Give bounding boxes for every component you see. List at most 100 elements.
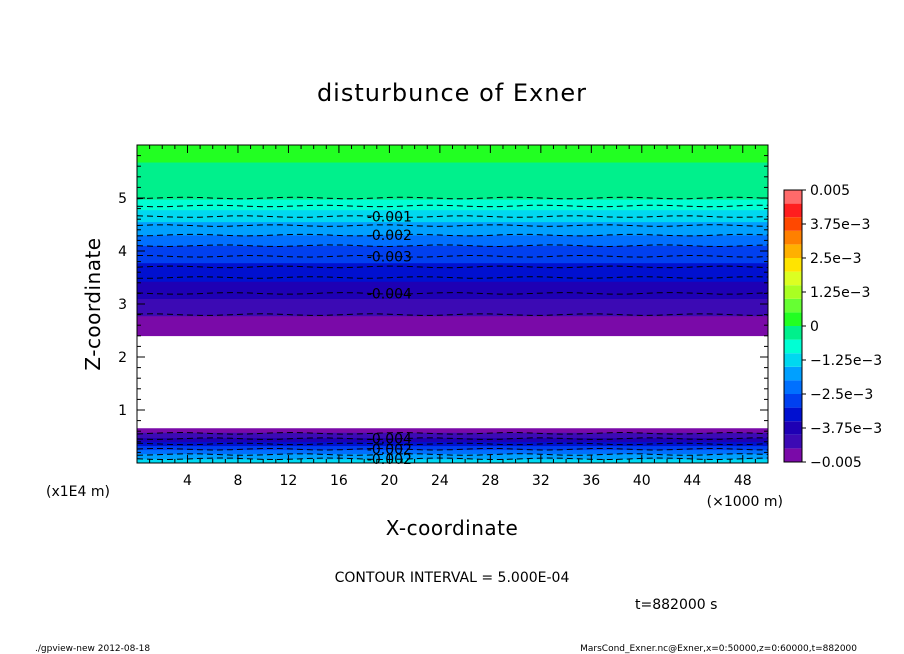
colorbar-swatch — [784, 339, 802, 354]
contour-label: -0.001 — [367, 210, 412, 226]
contour-line — [137, 276, 768, 279]
field-band — [137, 328, 768, 331]
field-band — [137, 205, 768, 208]
field-band — [137, 217, 768, 220]
colorbar-tick-label: −2.5e−3 — [810, 387, 873, 403]
field-band — [137, 196, 768, 199]
colorbar-swatch — [784, 190, 802, 204]
field-band — [137, 185, 768, 188]
field-band — [137, 330, 768, 333]
field-band — [137, 430, 768, 433]
field-band — [137, 153, 768, 156]
contour-label: -0.002 — [367, 228, 412, 244]
field-band — [137, 152, 768, 155]
x-tick-label: 40 — [633, 473, 651, 489]
field-band — [137, 173, 768, 176]
field-band — [137, 450, 768, 453]
y-tick-label: 4 — [118, 244, 127, 260]
field-band — [137, 445, 768, 448]
colorbar-swatch — [784, 394, 802, 408]
field-band — [137, 448, 768, 451]
field-band — [137, 298, 768, 301]
field-band — [137, 222, 768, 225]
field-band — [137, 277, 768, 280]
contour-label: -0.003 — [367, 249, 412, 265]
field-band — [137, 446, 768, 449]
contour-line — [137, 431, 768, 435]
contour-line — [137, 196, 768, 200]
field-band — [137, 161, 768, 164]
colorbar-tick-label: −1.25e−3 — [810, 353, 882, 369]
contour-line — [137, 442, 768, 446]
field-band — [137, 259, 768, 262]
field-band — [137, 218, 768, 221]
field-band — [137, 269, 768, 272]
field-band — [137, 287, 768, 290]
x-tick-label: 44 — [683, 473, 701, 489]
field-band — [137, 171, 768, 174]
field-band — [137, 270, 768, 273]
field-band — [137, 334, 768, 337]
field-band — [137, 310, 768, 313]
field-band — [137, 164, 768, 167]
field-band — [137, 314, 768, 317]
field-band — [137, 157, 768, 160]
y-tick-label: 2 — [118, 350, 127, 366]
colorbar: −0.005 −3.75e−3 −2.5e−3 −1.25e−3 0 1.25e−3 2.5… — [784, 183, 882, 471]
field-band — [137, 200, 768, 203]
field-band — [137, 428, 768, 431]
colorbar-swatch — [784, 258, 802, 272]
field-band — [137, 305, 768, 307]
field-band — [137, 184, 768, 187]
colorbar-swatch — [784, 448, 802, 462]
field-band — [137, 285, 768, 288]
field-band — [137, 290, 768, 293]
contour-line — [137, 254, 768, 258]
field-band — [137, 261, 768, 264]
field-band — [137, 195, 768, 197]
field-band — [137, 278, 768, 281]
field-band — [137, 454, 768, 457]
field-band — [137, 168, 768, 171]
field-band — [137, 176, 768, 179]
field-band — [137, 312, 768, 315]
chart-title: disturbunce of Exner — [317, 79, 587, 107]
field-band — [137, 299, 768, 302]
field-band — [137, 169, 768, 172]
field-band — [137, 238, 768, 241]
field-band — [137, 249, 768, 252]
field-band — [137, 192, 768, 195]
field-band — [137, 311, 768, 314]
contour-interval-note: CONTOUR INTERVAL = 5.000E-04 — [335, 570, 570, 586]
colorbar-swatch — [784, 285, 802, 299]
field-band — [137, 155, 768, 158]
footer-left: ./gpview-new 2012-08-18 — [35, 644, 150, 654]
field-band — [137, 156, 768, 159]
colorbar-swatch — [784, 326, 802, 340]
field-band — [137, 273, 768, 276]
contour-label: -0.002 — [367, 442, 412, 458]
field-band — [137, 327, 768, 330]
field-band — [137, 322, 768, 325]
field-band — [137, 248, 768, 250]
field-band — [137, 297, 768, 299]
field-band — [137, 295, 768, 298]
field-band — [137, 199, 768, 201]
field-band — [137, 320, 768, 323]
footer-right: MarsCond_Exner.nc@Exner,x=0:50000,z=0:60… — [580, 644, 857, 654]
field-band — [137, 177, 768, 180]
field-band — [137, 183, 768, 186]
field-band — [137, 180, 768, 183]
x-tick-label: 48 — [734, 473, 752, 489]
field-band — [137, 265, 768, 268]
field-band — [137, 262, 768, 265]
field-band — [137, 289, 768, 292]
contour-labels: -0.002-0.002-0.004-0.004-0.003-0.002-0.0… — [367, 210, 412, 468]
x-tick-label: 36 — [582, 473, 600, 489]
field-band — [137, 441, 768, 444]
field-band — [137, 252, 768, 254]
field-band — [137, 258, 768, 261]
contour-line — [137, 453, 768, 456]
x-tick-label: 4 — [183, 473, 192, 489]
